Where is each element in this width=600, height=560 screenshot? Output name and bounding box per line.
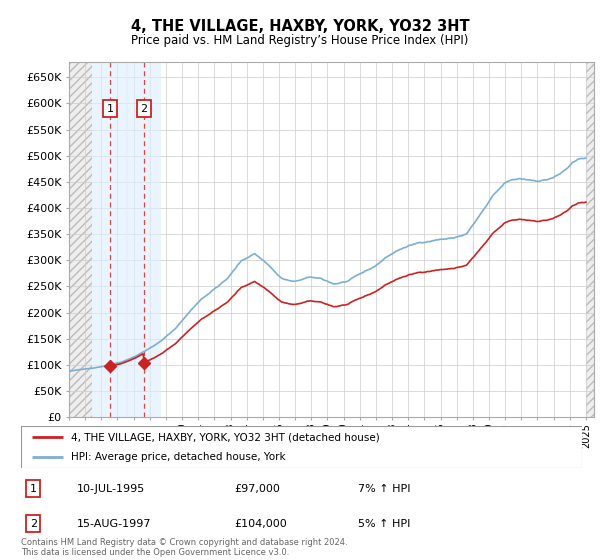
Bar — [92, 62, 128, 417]
Bar — [69, 62, 92, 417]
Text: 7% ↑ HPI: 7% ↑ HPI — [358, 484, 410, 493]
Bar — [126, 62, 161, 417]
Text: Contains HM Land Registry data © Crown copyright and database right 2024.
This d: Contains HM Land Registry data © Crown c… — [21, 538, 347, 557]
Text: 4, THE VILLAGE, HAXBY, YORK, YO32 3HT: 4, THE VILLAGE, HAXBY, YORK, YO32 3HT — [131, 20, 469, 34]
Text: 1: 1 — [106, 104, 113, 114]
FancyBboxPatch shape — [21, 426, 582, 468]
Text: £97,000: £97,000 — [234, 484, 280, 493]
Text: 2: 2 — [30, 519, 37, 529]
Bar — [586, 62, 594, 417]
Text: Price paid vs. HM Land Registry’s House Price Index (HPI): Price paid vs. HM Land Registry’s House … — [131, 34, 469, 47]
Text: 15-AUG-1997: 15-AUG-1997 — [77, 519, 152, 529]
Text: HPI: Average price, detached house, York: HPI: Average price, detached house, York — [71, 452, 286, 462]
Text: £104,000: £104,000 — [234, 519, 287, 529]
Text: 5% ↑ HPI: 5% ↑ HPI — [358, 519, 410, 529]
Text: 2: 2 — [140, 104, 147, 114]
Text: 4, THE VILLAGE, HAXBY, YORK, YO32 3HT (detached house): 4, THE VILLAGE, HAXBY, YORK, YO32 3HT (d… — [71, 432, 380, 442]
Text: 1: 1 — [30, 484, 37, 493]
Text: 10-JUL-1995: 10-JUL-1995 — [77, 484, 145, 493]
